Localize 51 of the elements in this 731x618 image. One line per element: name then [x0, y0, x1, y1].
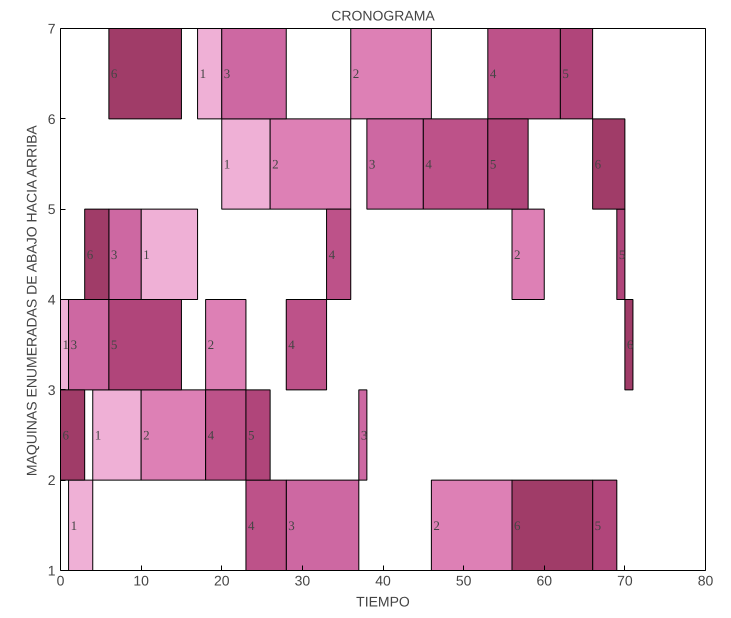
series-label: 4 — [248, 518, 255, 533]
text: 2 — [143, 428, 150, 442]
text: 5 — [562, 66, 569, 82]
text: 6 — [594, 156, 602, 172]
text: 4 — [208, 428, 214, 442]
x-tick-label: 80 — [698, 572, 714, 588]
x-tick-label: 10 — [133, 572, 150, 588]
x-tick-label: 0 — [56, 572, 65, 588]
y-tick-label: 2 — [48, 472, 56, 488]
text: 3 — [110, 246, 118, 262]
text: 6 — [514, 518, 520, 533]
text: 2 — [272, 156, 279, 172]
text: 2 — [514, 246, 520, 262]
text: 5 — [110, 337, 118, 352]
x-axis-title: TIEMPO — [356, 594, 410, 610]
text: 6 — [62, 428, 69, 442]
text: 6 — [86, 246, 94, 262]
text: 6 — [110, 66, 118, 82]
series-label: 2 — [433, 518, 440, 533]
text: 5 — [248, 428, 254, 442]
text: 1 — [143, 246, 150, 262]
text: 5 — [490, 156, 496, 172]
text: 1 — [200, 66, 206, 82]
text: 1 — [94, 428, 102, 442]
x-tick-label: 30 — [294, 572, 310, 588]
text: 3 — [368, 156, 376, 172]
y-axis-title: MAQUINAS ENUMERADAS DE ABAJO HACIA ARRIBA — [24, 124, 40, 476]
text: 2 — [352, 66, 360, 82]
text: 3 — [224, 66, 230, 82]
text: 4 — [328, 246, 336, 262]
text: 1 — [70, 518, 78, 533]
text: 4 — [425, 156, 432, 172]
text: 3 — [288, 518, 295, 533]
text: 4 — [288, 337, 295, 352]
text: 5 — [594, 518, 602, 533]
text: 1 — [224, 156, 230, 172]
x-tick-label: 20 — [214, 572, 230, 588]
text: 2 — [208, 337, 214, 352]
x-tick-label: 50 — [456, 572, 472, 588]
x-tick-label: 70 — [617, 572, 633, 588]
y-tick-label: 6 — [48, 110, 56, 127]
y-tick-label: 3 — [48, 382, 56, 398]
y-tick-label: 1 — [48, 562, 56, 578]
chart-title: CRONOGRAMA — [331, 8, 436, 24]
x-tick-label: 40 — [375, 572, 391, 588]
y-tick-label: 4 — [48, 292, 56, 308]
y-tick-label: 5 — [48, 201, 56, 218]
text: 4 — [490, 66, 496, 82]
text: 3 — [70, 337, 78, 352]
y-tick-label: 7 — [48, 20, 56, 36]
x-tick-label: 60 — [536, 572, 552, 588]
